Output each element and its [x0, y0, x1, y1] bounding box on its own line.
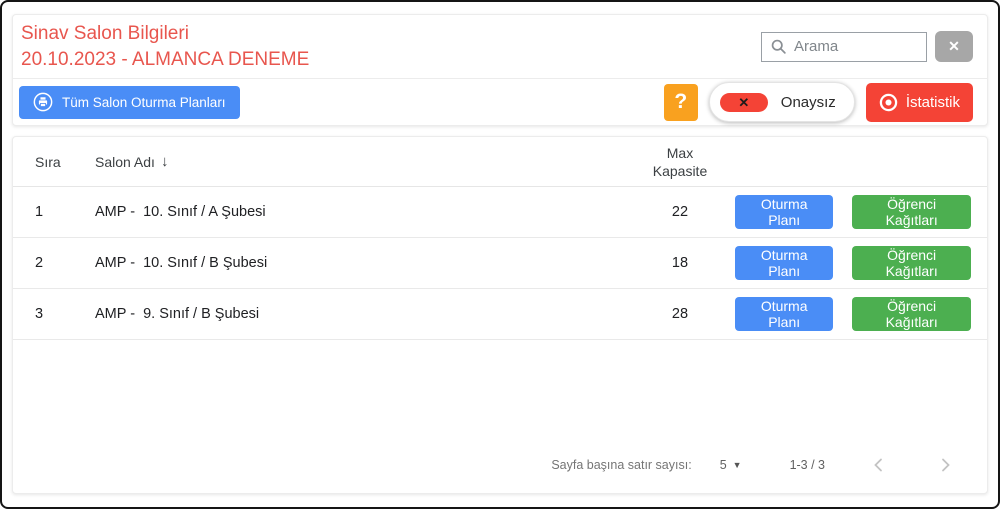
statistics-label: İstatistik — [905, 93, 960, 111]
search-input[interactable] — [794, 38, 918, 55]
table-row: 2 AMP - 10. Sınıf / B Şubesi 18 Oturma P… — [13, 238, 987, 289]
rows-per-page-label: Sayfa başına satır sayısı: — [551, 458, 692, 472]
table-header-row: Sıra Salon Adı ↓ Max Kapasite — [13, 137, 987, 187]
printer-icon — [33, 92, 53, 112]
print-all-seating-plans-button[interactable]: Tüm Salon Oturma Planları — [19, 85, 240, 119]
table-row: 1 AMP - 10. Sınıf / A Şubesi 22 Oturma P… — [13, 187, 987, 238]
row-salon-name: AMP - 10. Sınıf / A Şubesi — [95, 204, 266, 220]
statistics-button[interactable]: İstatistik — [865, 82, 973, 122]
student-papers-button[interactable]: Öğrenci Kağıtları — [852, 195, 971, 229]
page-title-line2: 20.10.2023 - ALMANCA DENEME — [21, 48, 310, 70]
row-order: 3 — [35, 306, 44, 322]
table-row: 3 AMP - 9. Sınıf / B Şubesi 28 Oturma Pl… — [13, 289, 987, 340]
student-papers-button[interactable]: Öğrenci Kağıtları — [852, 297, 971, 331]
print-button-label: Tüm Salon Oturma Planları — [62, 94, 226, 110]
x-icon: ✕ — [738, 94, 750, 110]
row-capacity: 18 — [671, 255, 689, 271]
header-row: Sinav Salon Bilgileri 20.10.2023 - ALMAN… — [13, 15, 987, 79]
unapproved-label: Onaysız — [780, 93, 836, 111]
chevron-down-icon: ▼ — [732, 460, 742, 470]
page-title: Sinav Salon Bilgileri 20.10.2023 - ALMAN… — [21, 21, 309, 73]
seating-plan-button[interactable]: Oturma Planı — [735, 297, 834, 331]
row-actions: Oturma Planı Öğrenci Kağıtları — [735, 246, 987, 280]
unapproved-toggle-button[interactable]: ✕ Onaysız — [708, 82, 855, 122]
toolbar-right: ? ✕ Onaysız İstatistik — [663, 82, 973, 122]
column-header-capacity: Max Kapasite — [652, 144, 708, 179]
row-salon-name: AMP - 10. Sınıf / B Şubesi — [95, 255, 268, 271]
sort-descending-icon: ↓ — [160, 153, 169, 170]
column-header-salon[interactable]: Salon Adı ↓ — [95, 153, 169, 170]
page-size-dropdown[interactable]: 5 ▼ — [720, 458, 742, 472]
table-empty-space — [13, 340, 987, 437]
row-actions: Oturma Planı Öğrenci Kağıtları — [735, 195, 987, 229]
header-actions: ✕ — [761, 31, 973, 62]
row-order: 1 — [35, 204, 44, 220]
next-page-button[interactable] — [933, 453, 957, 477]
search-icon — [770, 38, 787, 55]
target-icon — [879, 93, 898, 112]
seating-plan-button[interactable]: Oturma Planı — [735, 246, 834, 280]
salon-table-card: Sıra Salon Adı ↓ Max Kapasite 1 AMP - 10… — [12, 136, 988, 494]
row-capacity: 28 — [671, 306, 689, 322]
header-card: Sinav Salon Bilgileri 20.10.2023 - ALMAN… — [12, 14, 988, 126]
toolbar: Tüm Salon Oturma Planları ? ✕ Onaysız — [13, 79, 987, 125]
question-mark-icon: ? — [674, 90, 688, 113]
student-papers-button[interactable]: Öğrenci Kağıtları — [852, 246, 971, 280]
help-button[interactable]: ? — [663, 83, 698, 121]
seating-plan-button[interactable]: Oturma Planı — [735, 195, 834, 229]
close-button[interactable]: ✕ — [935, 31, 973, 62]
chevron-left-icon — [874, 458, 882, 472]
row-capacity: 22 — [671, 204, 689, 220]
search-box[interactable] — [761, 31, 927, 62]
chevron-right-icon — [942, 458, 950, 472]
row-salon-name: AMP - 9. Sınıf / B Şubesi — [95, 306, 260, 322]
page-size-value: 5 — [719, 458, 727, 472]
close-icon: ✕ — [948, 38, 960, 54]
page-range-label: 1-3 / 3 — [789, 458, 825, 472]
unapproved-x-badge: ✕ — [719, 92, 768, 112]
previous-page-button[interactable] — [867, 453, 891, 477]
pagination-bar: Sayfa başına satır sayısı: 5 ▼ 1-3 / 3 — [13, 437, 987, 493]
page-title-line1: Sinav Salon Bilgileri — [21, 22, 189, 44]
column-header-order: Sıra — [35, 153, 61, 170]
row-order: 2 — [35, 255, 44, 271]
row-actions: Oturma Planı Öğrenci Kağıtları — [735, 297, 987, 331]
